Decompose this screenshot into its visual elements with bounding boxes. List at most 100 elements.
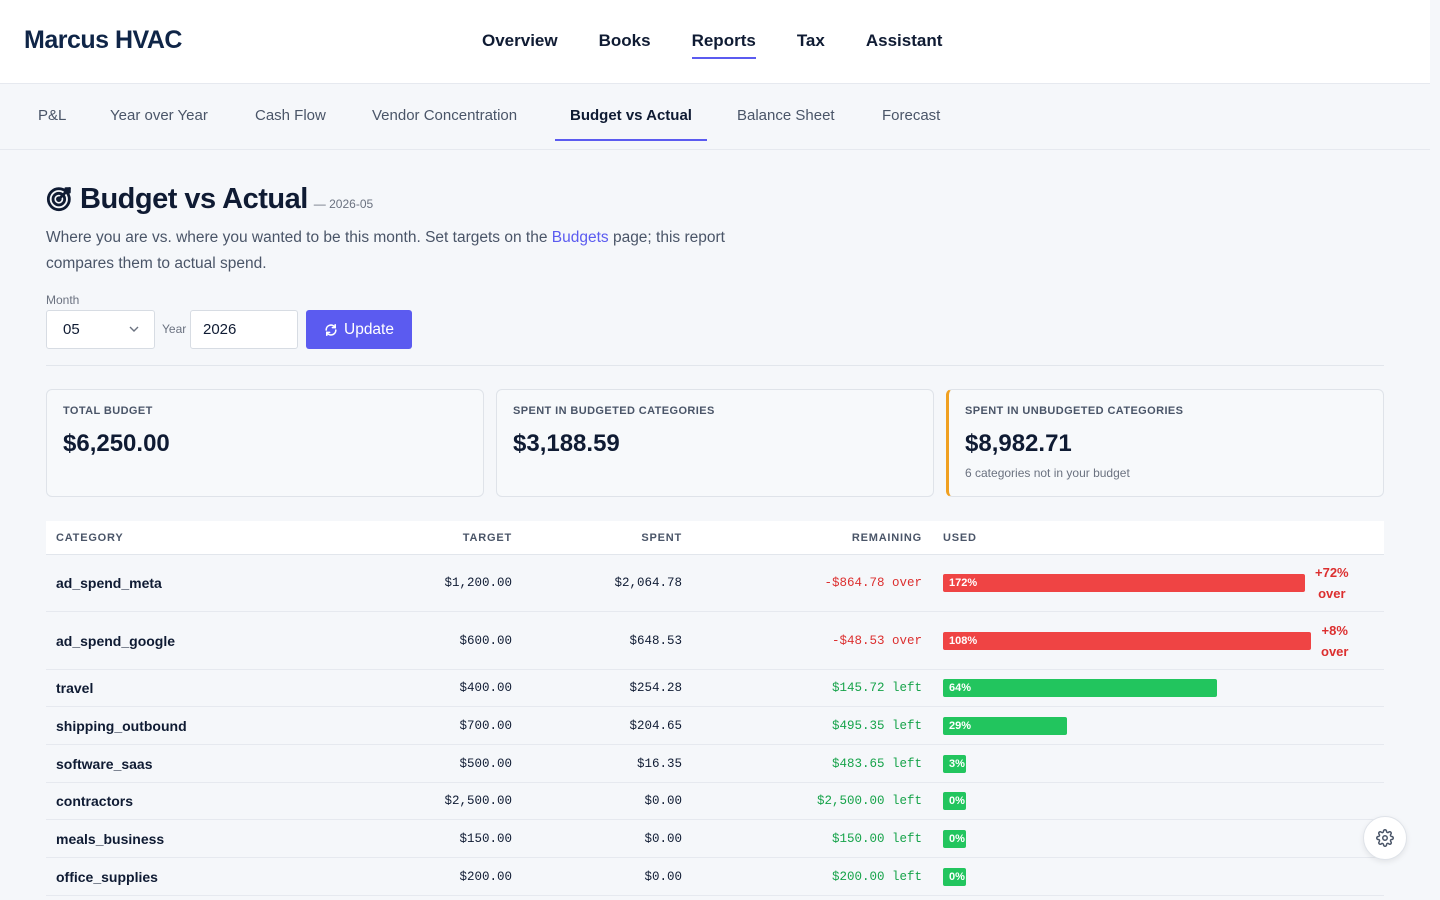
tab-vendor-concentration[interactable]: Vendor Concentration	[372, 107, 518, 124]
refresh-icon	[325, 323, 337, 336]
category-cell: contractors	[56, 793, 134, 809]
target-icon	[46, 187, 71, 212]
chevron-down-icon	[129, 326, 139, 332]
tab-cash-flow[interactable]: Cash Flow	[255, 107, 326, 124]
category-cell: ad_spend_meta	[56, 575, 162, 591]
page-header: Budget vs Actual — 2026-05	[46, 180, 373, 216]
card-value: $8,982.71	[965, 430, 1072, 457]
header-remaining[interactable]: REMAINING	[851, 532, 922, 544]
spent-cell: $254.28	[629, 681, 682, 695]
table-body: ad_spend_meta $1,200.00 $2,064.78 -$864.78 …	[46, 555, 1384, 896]
nav-books[interactable]: Books	[598, 31, 651, 50]
year-input[interactable]	[190, 310, 298, 349]
table-row[interactable]: ad_spend_google $600.00 $648.53 -$48.53 ove…	[46, 612, 1384, 670]
tab-budget-vs-actual[interactable]: Budget vs Actual	[555, 84, 707, 141]
main-nav: Overview Books Reports Tax Assistant	[482, 31, 983, 59]
table-row[interactable]: ad_spend_meta $1,200.00 $2,064.78 -$864.78 …	[46, 555, 1384, 612]
usage-bar: 3%	[943, 754, 966, 773]
remaining-cell: -$48.53 over	[831, 633, 922, 648]
spent-cell: $0.00	[644, 794, 682, 808]
nav-reports[interactable]: Reports	[691, 31, 756, 59]
nav-overview[interactable]: Overview	[482, 31, 558, 50]
target-cell: $700.00	[459, 718, 512, 733]
remaining-cell: $145.72 left	[831, 681, 922, 695]
table-header: CATEGORY TARGET SPENT REMAINING USED	[46, 521, 1384, 555]
page-description: Where you are vs. where you wanted to be…	[46, 225, 766, 277]
category-cell: office_supplies	[56, 868, 158, 885]
usage-bar: 64%	[943, 679, 1217, 697]
nav-tax[interactable]: Tax	[796, 31, 825, 50]
table-row[interactable]: contractors $2,500.00 $0.00 $2,500.00 left 0…	[46, 783, 1384, 820]
spent-cell: $648.53	[629, 633, 682, 648]
table-row[interactable]: travel $400.00 $254.28 $145.72 left 64%	[46, 670, 1384, 707]
year-label: Year	[162, 322, 187, 336]
category-cell: meals_business	[56, 830, 165, 847]
section-divider	[46, 365, 1384, 366]
target-cell: $200.00	[459, 869, 512, 884]
usage-bar: 172%	[943, 574, 1305, 592]
header-target[interactable]: TARGET	[462, 532, 512, 544]
usage-bar: 0%	[943, 829, 966, 848]
month-label: Month	[46, 293, 80, 307]
spent-cell: $204.65	[629, 718, 682, 733]
remaining-cell: $495.35 left	[831, 718, 922, 733]
over-budget-tag: +8% over	[1321, 620, 1348, 662]
target-cell: $500.00	[459, 756, 512, 771]
brand-logo[interactable]: Marcus HVAC	[24, 26, 182, 54]
card-value: $6,250.00	[63, 430, 170, 457]
budgets-link[interactable]: Budgets	[551, 229, 609, 246]
usage-bar: 0%	[943, 792, 966, 810]
over-percent: +8%	[1321, 622, 1348, 638]
target-cell: $150.00	[459, 831, 512, 846]
page-period: — 2026-05	[313, 197, 374, 211]
target-cell: $2,500.00	[444, 794, 512, 808]
spent-budgeted-card: SPENT IN BUDGETED CATEGORIES $3,188.59	[496, 389, 934, 497]
spent-unbudgeted-card: SPENT IN UNBUDGETED CATEGORIES $8,982.71…	[946, 389, 1384, 497]
top-bar: Marcus HVAC Overview Books Reports Tax A…	[0, 0, 1430, 84]
nav-assistant[interactable]: Assistant	[865, 31, 943, 50]
table-row[interactable]: shipping_outbound $700.00 $204.65 $495.35 l…	[46, 707, 1384, 745]
card-label: TOTAL BUDGET	[63, 405, 153, 417]
usage-bar: 29%	[943, 716, 1067, 735]
month-select-value: 05	[63, 321, 80, 338]
settings-button[interactable]	[1363, 816, 1407, 860]
page-title: Budget vs Actual	[80, 183, 308, 215]
over-label: over	[1321, 643, 1349, 659]
table-row[interactable]: software_saas $500.00 $16.35 $483.65 left 3%	[46, 745, 1384, 783]
remaining-cell: $2,500.00 left	[816, 794, 922, 808]
header-category[interactable]: CATEGORY	[56, 532, 124, 544]
table-row[interactable]: meals_business $150.00 $0.00 $150.00 left 0%	[46, 820, 1384, 858]
category-cell: travel	[56, 680, 94, 696]
over-percent: +72%	[1315, 565, 1349, 580]
tab-pnl[interactable]: P&L	[38, 107, 67, 124]
card-label: SPENT IN BUDGETED CATEGORIES	[513, 405, 715, 417]
over-budget-tag: +72% over	[1315, 562, 1349, 604]
header-used: USED	[943, 532, 977, 544]
remaining-cell: $200.00 left	[831, 869, 922, 884]
spent-cell: $16.35	[636, 756, 682, 771]
target-cell: $400.00	[459, 681, 512, 695]
table-row[interactable]: office_supplies $200.00 $0.00 $200.00 left 0…	[46, 858, 1384, 896]
update-button[interactable]: Update	[306, 310, 412, 349]
total-budget-card: TOTAL BUDGET $6,250.00	[46, 389, 484, 497]
target-cell: $1,200.00	[444, 576, 512, 590]
over-label: over	[1318, 586, 1346, 601]
remaining-cell: $483.65 left	[831, 756, 922, 771]
card-label: SPENT IN UNBUDGETED CATEGORIES	[965, 405, 1184, 417]
card-value: $3,188.59	[513, 430, 620, 457]
usage-bar: 0%	[943, 867, 966, 886]
tab-balance-sheet[interactable]: Balance Sheet	[737, 107, 835, 124]
card-note: 6 categories not in your budget	[965, 466, 1130, 480]
report-tabs: P&L Year over Year Cash Flow Vendor Conc…	[0, 84, 1430, 150]
category-cell: shipping_outbound	[56, 717, 187, 734]
tab-forecast[interactable]: Forecast	[882, 107, 941, 124]
spent-cell: $0.00	[644, 831, 682, 846]
gear-icon	[1376, 829, 1394, 847]
update-button-label: Update	[344, 320, 394, 338]
description-text-start: Where you are vs. where you wanted to be…	[46, 229, 552, 246]
header-spent[interactable]: SPENT	[641, 532, 682, 544]
tab-year-over-year[interactable]: Year over Year	[110, 107, 208, 124]
month-select[interactable]: 05	[46, 310, 155, 349]
remaining-cell: -$864.78 over	[824, 576, 922, 590]
target-cell: $600.00	[459, 633, 512, 648]
